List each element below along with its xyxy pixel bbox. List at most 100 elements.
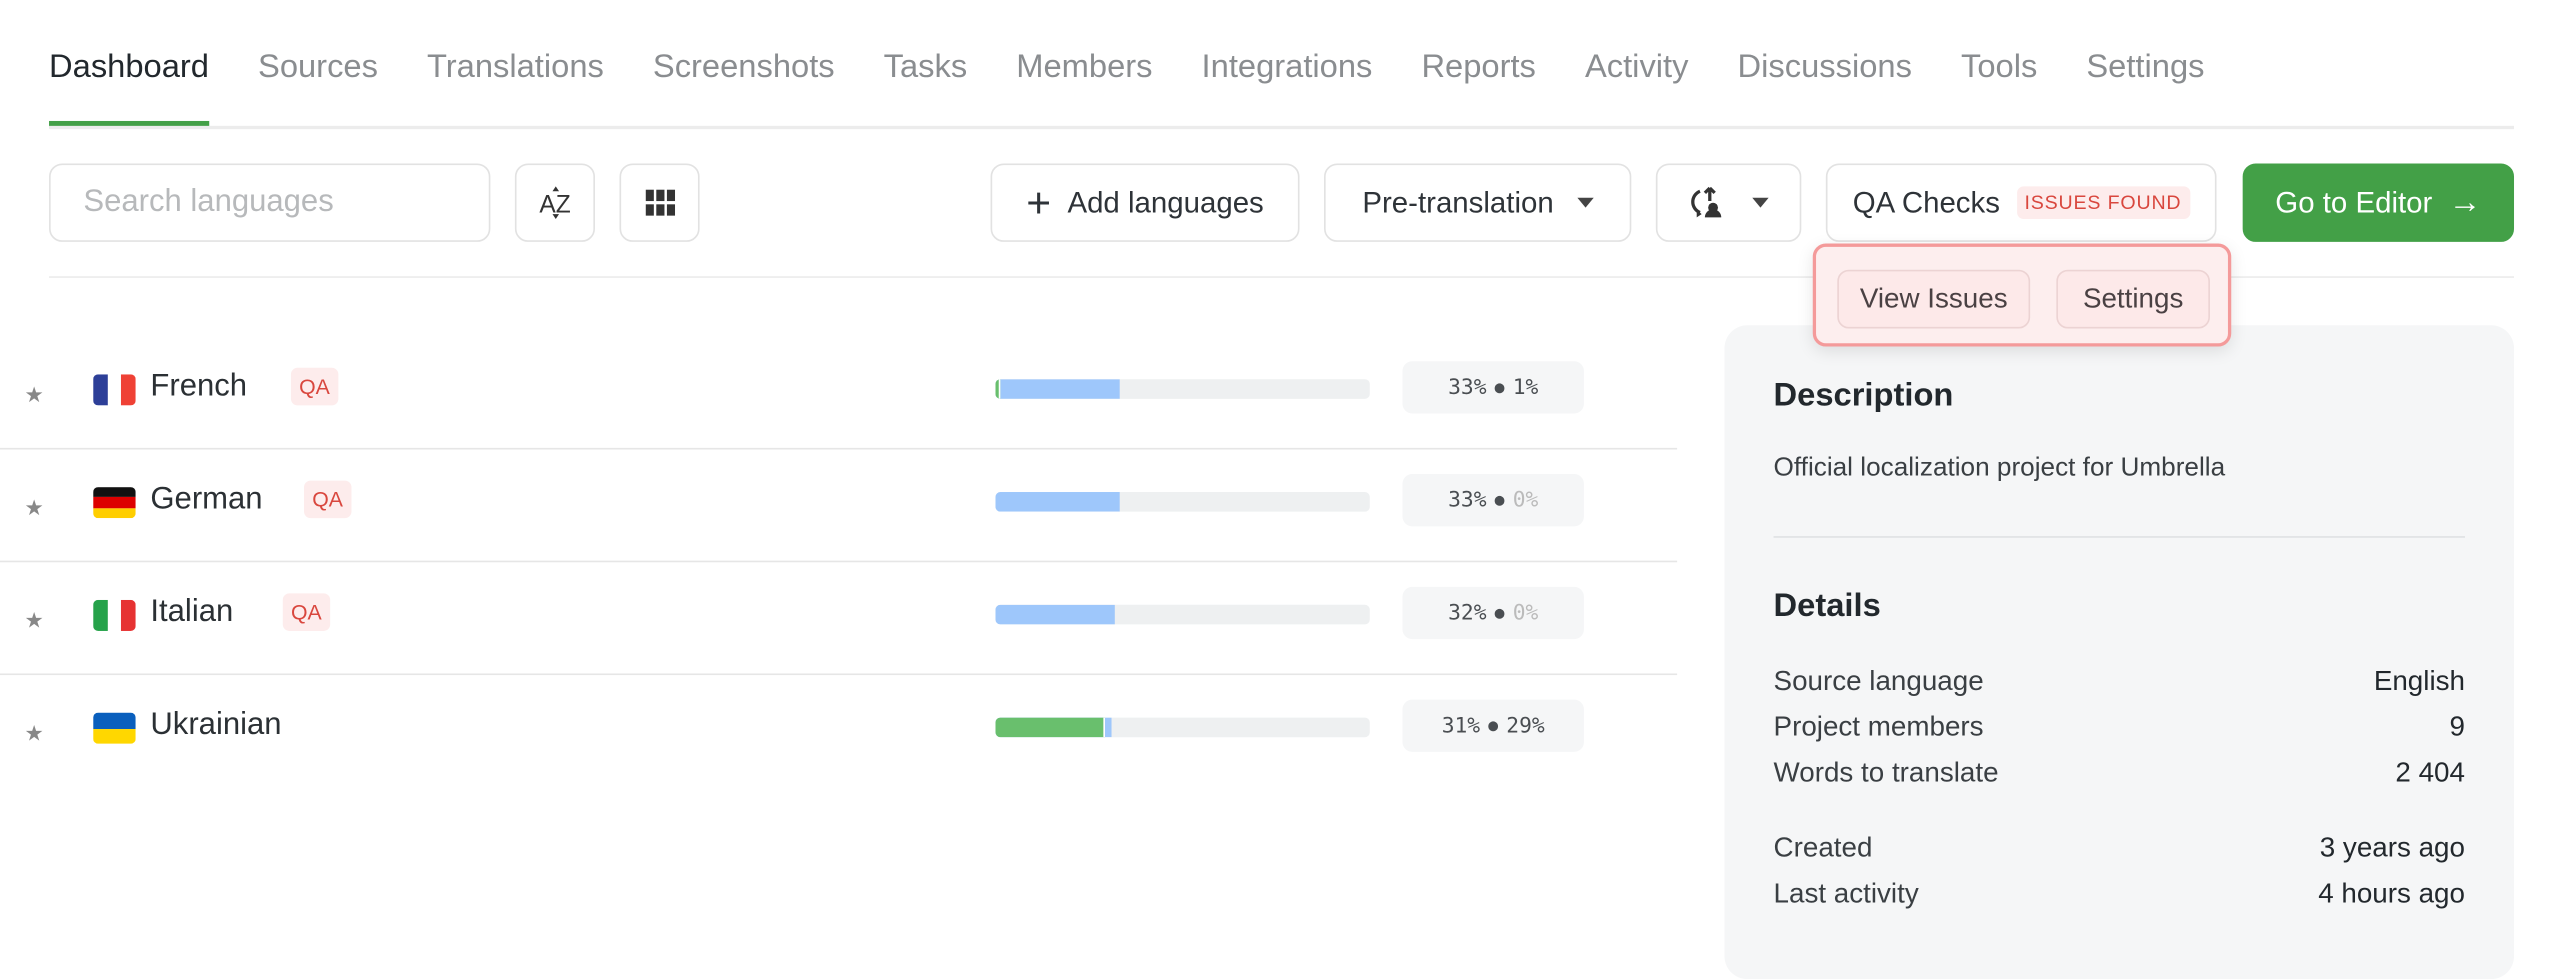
tab-screenshots[interactable]: Screenshots xyxy=(652,49,835,85)
sync-dropdown[interactable] xyxy=(1655,163,1802,242)
tab-sources[interactable]: Sources xyxy=(258,49,378,85)
tab-integrations[interactable]: Integrations xyxy=(1201,49,1373,85)
flag-icon xyxy=(93,487,136,519)
pre-translation-dropdown[interactable]: Pre-translation xyxy=(1324,163,1632,242)
progress-stats: 31% ● 29% xyxy=(1402,699,1584,752)
chevron-down-icon xyxy=(1576,197,1593,208)
search-languages-input[interactable]: Search languages xyxy=(49,163,491,242)
detail-value: 2 404 xyxy=(2395,756,2465,788)
detail-label: Last activity xyxy=(1773,877,1919,909)
tab-members[interactable]: Members xyxy=(1016,49,1153,85)
detail-row: Last activity 4 hours ago xyxy=(1774,878,2465,911)
flag-icon xyxy=(93,374,136,406)
qa-badge: QA xyxy=(290,367,339,406)
flag-icon xyxy=(93,712,136,744)
row-divider xyxy=(0,560,1678,563)
progress-stats: 33% ● 1% xyxy=(1402,361,1584,414)
detail-label: Created xyxy=(1773,832,1873,864)
progress-bar xyxy=(995,604,1370,625)
qa-checks-label: QA Checks xyxy=(1852,185,2000,219)
add-languages-button[interactable]: + Add languages xyxy=(990,163,1300,242)
star-icon[interactable]: ★ xyxy=(24,608,44,633)
progress-bar xyxy=(995,717,1370,738)
detail-row: Source language English xyxy=(1774,665,2465,698)
issues-found-badge: ISSUES FOUND xyxy=(2016,186,2190,220)
go-to-editor-label: Go to Editor xyxy=(2275,185,2433,219)
project-tabs: Dashboard Sources Translations Screenshots T… xyxy=(49,42,2253,128)
translated-percent: 33% xyxy=(1448,487,1487,513)
progress-stats: 32% ● 0% xyxy=(1402,586,1584,640)
tab-tools[interactable]: Tools xyxy=(1960,49,2038,85)
language-name[interactable]: Ukrainian xyxy=(150,707,282,743)
language-row[interactable]: ★ Ukrainian 31% ● 29% xyxy=(0,675,1677,788)
progress-bar xyxy=(995,379,1370,399)
pre-translation-label: Pre-translation xyxy=(1362,185,1554,219)
tab-dashboard[interactable]: Dashboard xyxy=(49,42,209,128)
qa-badge: QA xyxy=(282,593,330,631)
view-issues-button[interactable]: View Issues xyxy=(1837,269,2031,329)
language-name[interactable]: German xyxy=(150,482,263,517)
translated-fill xyxy=(995,492,1119,512)
star-icon[interactable]: ★ xyxy=(24,495,44,520)
separator-dot: ● xyxy=(1494,603,1505,622)
language-name[interactable]: French xyxy=(150,369,248,404)
separator-dot: ● xyxy=(1494,491,1505,510)
translated-fill xyxy=(995,604,1116,625)
svg-text:A: A xyxy=(539,191,556,218)
detail-value: English xyxy=(2373,665,2465,697)
detail-value: 4 hours ago xyxy=(2318,877,2465,909)
tab-activity[interactable]: Activity xyxy=(1584,49,1689,85)
qa-settings-button[interactable]: Settings xyxy=(2056,269,2210,329)
panel-divider xyxy=(1773,536,2465,538)
qa-checks-button[interactable]: QA Checks ISSUES FOUND xyxy=(1825,163,2217,242)
detail-value: 3 years ago xyxy=(2319,832,2465,864)
detail-label: Words to translate xyxy=(1773,756,1999,788)
toolbar-divider xyxy=(49,276,2515,278)
approved-percent: 29% xyxy=(1506,713,1545,739)
language-name[interactable]: Italian xyxy=(150,594,234,630)
row-divider xyxy=(0,673,1678,676)
progress-bar xyxy=(995,492,1370,512)
qa-checks-dropdown: View Issues Settings xyxy=(1812,243,2232,347)
approved-percent: 0% xyxy=(1512,600,1539,626)
detail-value: 9 xyxy=(2449,711,2465,743)
approved-percent: 1% xyxy=(1512,375,1539,400)
tab-discussions[interactable]: Discussions xyxy=(1737,49,1912,85)
arrow-right-icon: → xyxy=(2448,183,2482,220)
language-row[interactable]: ★ Italian QA 32% ● 0% xyxy=(0,562,1678,676)
go-to-editor-button[interactable]: Go to Editor → xyxy=(2242,163,2515,242)
detail-row: Created 3 years ago xyxy=(1774,832,2465,865)
tab-settings[interactable]: Settings xyxy=(2086,49,2205,85)
translated-percent: 31% xyxy=(1441,713,1481,739)
svg-text:Z: Z xyxy=(555,191,570,218)
detail-label: Project members xyxy=(1773,711,1984,743)
tab-translations[interactable]: Translations xyxy=(426,49,604,85)
translated-percent: 33% xyxy=(1448,375,1487,400)
tab-reports[interactable]: Reports xyxy=(1421,49,1536,85)
approved-fill xyxy=(995,717,1106,738)
tabs-divider xyxy=(49,125,2515,130)
star-icon[interactable]: ★ xyxy=(24,720,44,746)
details-heading: Details xyxy=(1773,588,1881,625)
language-row[interactable]: ★ German QA 33% ● 0% xyxy=(0,450,1678,563)
detail-label: Source language xyxy=(1773,665,1984,697)
add-languages-label: Add languages xyxy=(1067,185,1264,219)
translated-fill xyxy=(995,379,1119,399)
plus-icon: + xyxy=(1026,178,1052,228)
detail-row: Words to translate 2 404 xyxy=(1774,757,2465,790)
description-text: Official localization project for Umbrel… xyxy=(1773,454,2226,483)
separator-dot: ● xyxy=(1494,378,1505,397)
description-heading: Description xyxy=(1773,377,1954,414)
flag-icon xyxy=(93,599,136,631)
separator-dot: ● xyxy=(1488,716,1499,735)
tab-tasks[interactable]: Tasks xyxy=(883,49,968,85)
star-icon[interactable]: ★ xyxy=(24,382,44,408)
approved-fill xyxy=(995,379,1001,399)
progress-stats: 33% ● 0% xyxy=(1402,474,1584,527)
project-info-panel: Description Official localization projec… xyxy=(1724,325,2515,979)
sync-icon xyxy=(1690,186,1721,218)
grid-view-icon[interactable] xyxy=(619,163,700,242)
language-row[interactable]: ★ French QA 33% ● 1% xyxy=(0,337,1678,450)
